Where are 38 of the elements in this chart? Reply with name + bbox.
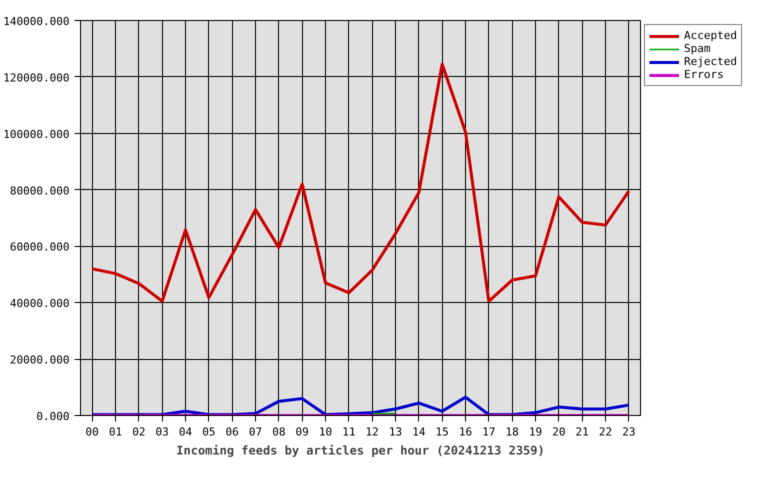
x-tick-label: 04 bbox=[178, 426, 192, 438]
x-tick-label: 22 bbox=[598, 426, 612, 438]
x-tick-label: 13 bbox=[388, 426, 402, 438]
x-tick-label: 02 bbox=[132, 426, 146, 438]
y-tick-label: 20000.000 bbox=[10, 354, 70, 367]
x-tick-label: 15 bbox=[436, 426, 449, 438]
x-tick-label: 20 bbox=[552, 426, 566, 438]
x-tick-label: 19 bbox=[528, 426, 542, 438]
x-tick-label: 07 bbox=[248, 426, 262, 438]
legend-label: Accepted bbox=[684, 29, 737, 42]
y-tick-label: 120000.000 bbox=[3, 71, 70, 84]
x-tick-label: 09 bbox=[296, 426, 309, 438]
x-tick-label: 11 bbox=[342, 426, 356, 438]
x-tick-label: 01 bbox=[108, 426, 122, 438]
x-tick-label: 05 bbox=[202, 426, 216, 438]
y-tick-label: 100000.000 bbox=[3, 128, 70, 141]
x-tick-label: 12 bbox=[366, 426, 379, 438]
x-tick-label: 03 bbox=[156, 426, 169, 438]
x-tick-label: 14 bbox=[412, 426, 426, 438]
legend-label: Errors bbox=[684, 68, 724, 81]
x-tick-label: 00 bbox=[86, 426, 99, 438]
legend-label: Rejected bbox=[684, 55, 737, 68]
legend-label: Spam bbox=[684, 42, 710, 55]
x-tick-label: 17 bbox=[482, 426, 496, 438]
y-tick-label: 40000.000 bbox=[10, 297, 70, 310]
y-tick-label: 140000.000 bbox=[3, 15, 70, 28]
y-tick-label: 0.000 bbox=[36, 410, 70, 423]
y-tick-label: 60000.000 bbox=[10, 240, 70, 254]
x-tick-label: 08 bbox=[272, 426, 286, 438]
x-tick-label: 10 bbox=[318, 426, 332, 438]
x-axis-title: Incoming feeds by articles per hour (20241213 2359) bbox=[176, 444, 545, 458]
x-tick-label: 23 bbox=[622, 426, 636, 438]
x-tick-label: 16 bbox=[458, 426, 472, 438]
line-series bbox=[90, 62, 630, 303]
x-tick-label: 06 bbox=[226, 426, 239, 438]
y-tick-label: 80000.000 bbox=[10, 184, 70, 198]
x-tick-label: 21 bbox=[576, 426, 589, 438]
x-tick-label: 18 bbox=[506, 426, 519, 438]
